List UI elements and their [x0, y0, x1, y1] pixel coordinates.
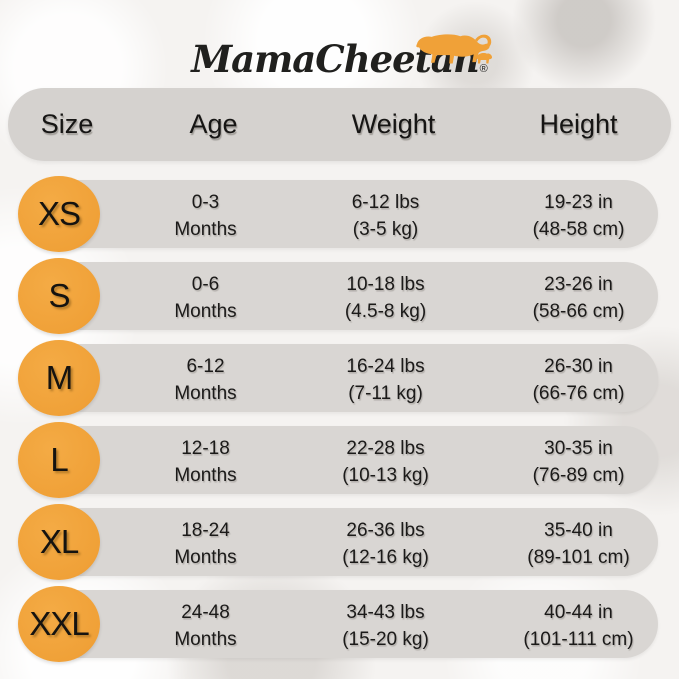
table-row-l: L 12-18 Months 22-28 lbs (10-13 kg) 30-3…: [0, 422, 679, 498]
age-cell: 12-18 Months: [118, 435, 293, 489]
weight-cell: 34-43 lbs (15-20 kg): [293, 599, 478, 653]
age-line2: Months: [174, 301, 237, 322]
size-badge: S: [18, 258, 100, 334]
row-background: [28, 508, 658, 576]
weight-line1: 26-36 lbs: [346, 520, 425, 541]
age-line2: Months: [174, 465, 237, 486]
age-cell: 0-6 Months: [118, 271, 293, 325]
table-row-xl: XL 18-24 Months 26-36 lbs (12-16 kg) 35-…: [0, 504, 679, 580]
weight-line2: (10-13 kg): [342, 465, 429, 486]
height-line2: (58-66 cm): [532, 301, 625, 322]
height-line2: (101-111 cm): [523, 629, 634, 650]
height-cell: 19-23 in (48-58 cm): [478, 189, 679, 243]
age-cell: 18-24 Months: [118, 517, 293, 571]
table-row-xs: XS 0-3 Months 6-12 lbs (3-5 kg) 19-23 in…: [0, 176, 679, 252]
height-line2: (66-76 cm): [532, 383, 625, 404]
height-line1: 30-35 in: [544, 438, 613, 459]
table-header-row: Size Age Weight Height: [8, 88, 671, 161]
header-size: Size: [40, 109, 94, 139]
header-height: Height: [539, 109, 618, 139]
age-cell: 6-12 Months: [118, 353, 293, 407]
age-line2: Months: [174, 383, 237, 404]
registered-trademark-mark: ®: [479, 63, 488, 75]
age-line1: 6-12: [186, 356, 225, 377]
weight-line2: (15-20 kg): [342, 629, 429, 650]
age-line2: Months: [174, 219, 237, 240]
age-line1: 0-6: [191, 274, 220, 295]
weight-line2: (4.5-8 kg): [344, 301, 427, 322]
header-age: Age: [189, 109, 238, 139]
height-line1: 19-23 in: [544, 192, 613, 213]
size-badge: L: [18, 422, 100, 498]
weight-line1: 22-28 lbs: [346, 438, 425, 459]
height-line1: 26-30 in: [544, 356, 613, 377]
weight-line2: (3-5 kg): [352, 219, 419, 240]
height-cell: 40-44 in (101-111 cm): [478, 599, 679, 653]
table-body: XS 0-3 Months 6-12 lbs (3-5 kg) 19-23 in…: [0, 176, 679, 662]
age-line1: 12-18: [181, 438, 230, 459]
age-cell: 24-48 Months: [118, 599, 293, 653]
height-line2: (76-89 cm): [532, 465, 625, 486]
weight-line1: 6-12 lbs: [351, 192, 420, 213]
table-row-xxl: XXL 24-48 Months 34-43 lbs (15-20 kg) 40…: [0, 586, 679, 662]
row-background: [28, 180, 658, 248]
weight-line1: 10-18 lbs: [346, 274, 425, 295]
height-line1: 40-44 in: [544, 602, 613, 623]
weight-line2: (7-11 kg): [348, 383, 423, 404]
size-badge: XL: [18, 504, 100, 580]
age-line1: 18-24: [181, 520, 230, 541]
height-line2: (48-58 cm): [532, 219, 625, 240]
brand-logo: MamaCheetah®: [191, 34, 492, 86]
size-badge: XXL: [18, 586, 100, 662]
height-line1: 23-26 in: [544, 274, 613, 295]
size-badge: M: [18, 340, 100, 416]
weight-cell: 10-18 lbs (4.5-8 kg): [293, 271, 478, 325]
weight-cell: 22-28 lbs (10-13 kg): [293, 435, 478, 489]
table-row-m: M 6-12 Months 16-24 lbs (7-11 kg) 26-30 …: [0, 340, 679, 416]
height-line1: 35-40 in: [544, 520, 613, 541]
row-background: [28, 344, 658, 412]
weight-cell: 6-12 lbs (3-5 kg): [293, 189, 478, 243]
height-cell: 23-26 in (58-66 cm): [478, 271, 679, 325]
row-background: [28, 262, 658, 330]
height-cell: 35-40 in (89-101 cm): [478, 517, 679, 571]
height-cell: 30-35 in (76-89 cm): [478, 435, 679, 489]
size-badge: XS: [18, 176, 100, 252]
height-line2: (89-101 cm): [527, 547, 630, 568]
age-line2: Months: [174, 547, 237, 568]
weight-line1: 16-24 lbs: [346, 356, 425, 377]
row-background: [28, 426, 658, 494]
header-weight: Weight: [351, 109, 436, 139]
weight-line2: (12-16 kg): [342, 547, 429, 568]
age-cell: 0-3 Months: [118, 189, 293, 243]
weight-cell: 26-36 lbs (12-16 kg): [293, 517, 478, 571]
age-line2: Months: [174, 629, 237, 650]
age-line1: 24-48: [181, 602, 230, 623]
row-background: [28, 590, 658, 658]
logo-area: MamaCheetah®: [0, 0, 679, 86]
height-cell: 26-30 in (66-76 cm): [478, 353, 679, 407]
age-line1: 0-3: [191, 192, 220, 213]
weight-line1: 34-43 lbs: [346, 602, 425, 623]
weight-cell: 16-24 lbs (7-11 kg): [293, 353, 478, 407]
cheetah-logo-icon: [416, 34, 492, 64]
table-row-s: S 0-6 Months 10-18 lbs (4.5-8 kg) 23-26 …: [0, 258, 679, 334]
